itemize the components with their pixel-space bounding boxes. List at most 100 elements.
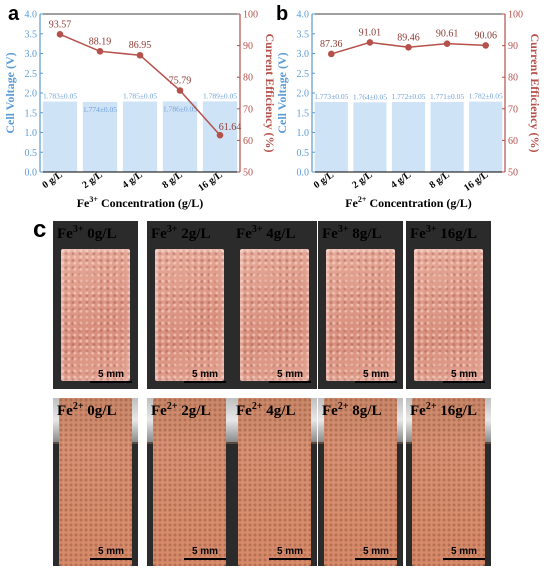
- ion-charge: 3+: [425, 224, 437, 235]
- bar-a-0: [42, 101, 78, 172]
- sample-label: Fe3+ 2g/L: [151, 224, 210, 243]
- photo-panel-c: c Fe3+ 0g/L 5 mm Fe3+ 2g/L 5 mm Fe3+ 4g/L 5 m…: [0, 212, 550, 580]
- category-label-a-2: 4 g/L: [120, 169, 145, 191]
- bar-label-b-4: 1.782±0.05: [469, 92, 503, 101]
- ion-base: Fe: [151, 403, 167, 419]
- right-tick-label-a-0: 50: [243, 168, 253, 179]
- right-tick-label-b-1: 60: [508, 136, 518, 147]
- scale-bar: 5 mm: [184, 369, 226, 383]
- panel-letter-a: a: [8, 3, 20, 25]
- ion-charge: 3+: [72, 224, 84, 235]
- sample-label: Fe2+ 4g/L: [236, 401, 295, 420]
- bar-b-4: [469, 101, 503, 172]
- sample-photo-r0-c0: Fe3+ 0g/L 5 mm: [53, 221, 138, 389]
- scale-bar-line: [184, 381, 226, 383]
- ion-charge: 3+: [166, 224, 178, 235]
- ion-charge: 3+: [337, 224, 349, 235]
- left-tick-label-a-6: 3.0: [25, 49, 38, 60]
- right-tick-label-b-3: 80: [508, 73, 518, 84]
- sample-photo-r0-c3: Fe3+ 8g/L 5 mm: [318, 221, 403, 389]
- copper-deposit: [153, 398, 226, 566]
- x-axis-title-b: Fe2+ Concentration (g/L): [345, 195, 472, 210]
- right-tick-label-b-5: 100: [508, 10, 523, 21]
- sample-photo-r0-c4: Fe3+ 16g/L 5 mm: [406, 221, 491, 389]
- bar-b-1: [353, 102, 387, 172]
- bar-label-a-3: 1.786±0.05: [163, 104, 197, 113]
- efficiency-label-a-4: 61.64: [219, 122, 242, 133]
- scale-bar: 5 mm: [443, 369, 485, 383]
- right-tick-label-a-3: 80: [243, 73, 253, 84]
- copper-deposit: [59, 398, 132, 566]
- left-tick-label-a-4: 2.0: [25, 89, 38, 100]
- category-label-a-4: 16 g/L: [196, 169, 225, 194]
- bar-b-2: [391, 102, 426, 172]
- category-label-a-1: 2 g/L: [80, 169, 105, 191]
- scale-bar: 5 mm: [269, 546, 311, 560]
- right-tick-label-b-0: 50: [508, 168, 518, 179]
- scale-bar-line: [443, 381, 485, 383]
- scale-bar-line: [443, 558, 485, 560]
- bar-a-3: [162, 101, 198, 172]
- copper-deposit: [61, 249, 130, 381]
- scale-bar-label: 5 mm: [97, 546, 125, 557]
- sample-concentration: 4g/L: [262, 226, 296, 242]
- x-axis-title-part: Concentration (g/L): [98, 196, 203, 210]
- scale-bar: 5 mm: [355, 546, 397, 560]
- ion-base: Fe: [236, 226, 252, 242]
- x-axis-title-a: Fe3+ Concentration (g/L): [77, 195, 204, 210]
- right-tick-label-b-2: 70: [508, 104, 518, 115]
- efficiency-point-b-1: [366, 39, 374, 46]
- efficiency-point-a-0: [56, 31, 64, 38]
- scale-bar: 5 mm: [184, 546, 226, 560]
- sample-label: Fe3+ 4g/L: [236, 224, 295, 243]
- sample-label: Fe3+ 16g/L: [410, 224, 477, 243]
- scale-bar-label: 5 mm: [276, 546, 304, 557]
- bar-label-b-3: 1.771±0.05: [430, 92, 464, 101]
- sample-concentration: 16g/L: [436, 226, 477, 242]
- left-tick-label-a-0: 0.0: [25, 168, 38, 179]
- left-tick-label-b-5: 2.5: [297, 69, 310, 80]
- efficiency-label-a-3: 75.79: [169, 76, 192, 87]
- sample-label: Fe2+ 0g/L: [57, 401, 116, 420]
- bar-a-2: [122, 101, 158, 172]
- x-axis-title-part: 2+: [358, 195, 367, 204]
- scale-bar-label: 5 mm: [450, 369, 478, 380]
- sample-concentration: 0g/L: [83, 403, 117, 419]
- category-label-a-3: 8 g/L: [160, 169, 185, 191]
- x-axis-title-part: 3+: [89, 195, 98, 204]
- left-tick-label-b-1: 0.5: [297, 148, 310, 159]
- ion-base: Fe: [57, 403, 73, 419]
- sample-concentration: 8g/L: [348, 403, 382, 419]
- left-tick-label-a-5: 2.5: [25, 69, 38, 80]
- sample-concentration: 4g/L: [262, 403, 296, 419]
- efficiency-label-b-4: 90.06: [474, 30, 497, 41]
- left-tick-label-b-8: 4.0: [297, 10, 310, 21]
- y-axis-title-b: Cell Voltage (V): [275, 52, 289, 133]
- bar-label-a-0: 1.783±0.05: [43, 92, 77, 101]
- bar-label-b-0: 1.773±0.05: [314, 92, 348, 101]
- bar-label-a-1: 1.774±0.05: [83, 105, 117, 114]
- charts-area: a 1.783±0.05 1.774±0.05 1.785±0.05 1.786±0.0…: [3, 3, 542, 210]
- panel-letter-c: c: [33, 216, 47, 243]
- sample-label: Fe2+ 2g/L: [151, 401, 210, 420]
- copper-deposit: [324, 398, 397, 566]
- left-tick-label-b-3: 1.5: [297, 108, 310, 119]
- right-tick-label-a-1: 60: [243, 136, 253, 147]
- category-label-b-4: 16 g/L: [462, 169, 491, 194]
- ion-charge: 2+: [72, 401, 84, 412]
- left-tick-label-a-2: 1.0: [25, 128, 38, 139]
- efficiency-label-a-1: 88.19: [89, 36, 112, 47]
- left-tick-label-b-7: 3.5: [297, 29, 310, 40]
- x-axis-title-part: Fe: [345, 196, 358, 210]
- sample-label: Fe2+ 16g/L: [410, 401, 477, 420]
- scale-bar-label: 5 mm: [97, 369, 125, 380]
- bar-a-1: [82, 101, 118, 172]
- ion-charge: 2+: [166, 401, 178, 412]
- scale-bar: 5 mm: [355, 369, 397, 383]
- right-tick-label-a-2: 70: [243, 104, 253, 115]
- scale-bar: 5 mm: [269, 369, 311, 383]
- efficiency-point-a-3: [176, 87, 184, 94]
- sample-photo-r1-c3: Fe2+ 8g/L 5 mm: [318, 398, 403, 566]
- scale-bar-label: 5 mm: [191, 369, 219, 380]
- sample-label: Fe3+ 8g/L: [322, 224, 381, 243]
